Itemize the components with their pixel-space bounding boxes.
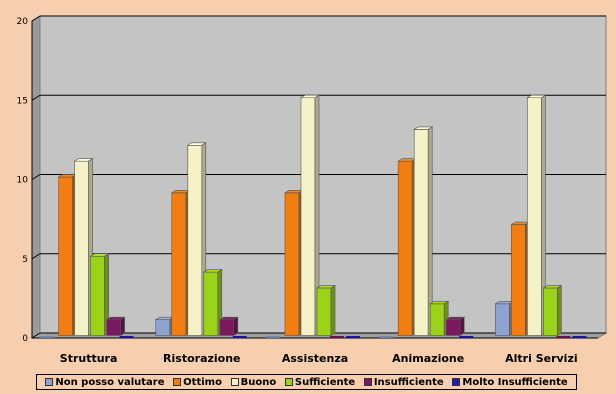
legend-item: Buono (230, 376, 277, 388)
gridline-side (31, 15, 41, 22)
x-tick-label: Assistenza (282, 352, 348, 365)
gridline-side (31, 174, 41, 180)
legend-swatch (230, 378, 239, 386)
legend-item: Ottimo (173, 377, 222, 388)
y-tick-label: 20 (17, 17, 29, 27)
bar-side-2-3 (330, 284, 336, 337)
bar-2-1 (284, 192, 300, 336)
bar-1-2 (187, 145, 203, 336)
x-tick-label: Struttura (60, 352, 118, 365)
bar-0-1 (58, 176, 73, 336)
bar-2-2 (300, 97, 316, 336)
bar-3-4 (445, 319, 461, 336)
bar-side-0-4 (120, 316, 125, 337)
legend-label: Sufficiente (294, 376, 356, 388)
bar-1-5 (232, 336, 247, 338)
y-tick-label: 5 (22, 255, 28, 265)
bar-0-2 (74, 160, 89, 336)
bar-3-2 (413, 129, 429, 336)
bar-1-4 (219, 319, 235, 336)
legend-label: Ottimo (183, 376, 222, 388)
bar-0-3 (90, 255, 105, 336)
bar-4-1 (511, 224, 526, 336)
y-tick-label: 10 (17, 176, 29, 186)
bar-4-3 (543, 287, 558, 336)
bar-2-3 (316, 287, 332, 336)
legend-item: Sufficiente (284, 376, 356, 388)
bar-3-5 (459, 336, 474, 338)
legend-swatch (45, 378, 54, 386)
bar-4-5 (572, 336, 587, 338)
legend-swatch (452, 378, 461, 386)
x-tick-label: Ristorazione (163, 352, 240, 365)
legend-label: Molto Insufficiente (462, 376, 568, 388)
gridline-side (31, 94, 41, 101)
bar-2-5 (346, 336, 360, 338)
bar-1-3 (203, 271, 219, 336)
legend-label: Non posso valutare (55, 376, 165, 388)
x-tick-label: Animazione (392, 352, 464, 365)
bar-side-3-4 (459, 316, 465, 337)
legend-item: Non posso valutare (45, 376, 165, 388)
bar-1-0 (155, 319, 171, 336)
legend-swatch (173, 378, 182, 386)
legend-item: Insufficiente (363, 376, 444, 388)
gridline-side (31, 253, 41, 260)
y-tick-label: 0 (22, 334, 28, 344)
legend: Non posso valutare Ottimo Buono Sufficiente… (36, 374, 577, 390)
bar-3-1 (397, 160, 413, 336)
bar-0-4 (106, 319, 121, 336)
y-tick-label: 15 (17, 96, 28, 106)
legend-swatch (363, 378, 372, 386)
bar-2-4 (330, 336, 344, 338)
legend-swatch (284, 378, 293, 386)
bar-4-4 (556, 336, 571, 338)
bar-4-0 (495, 303, 510, 336)
bar-2-0 (266, 336, 280, 338)
bar-1-1 (171, 192, 187, 336)
bar-3-0 (379, 336, 394, 338)
bar-3-3 (429, 303, 445, 336)
bar-side-1-4 (233, 316, 239, 337)
x-tick-label: Altri Servizi (505, 352, 578, 365)
legend-label: Insufficiente (373, 376, 444, 388)
bar-4-2 (527, 97, 542, 336)
legend-item: Molto Insufficiente (452, 376, 568, 388)
bar-side-4-3 (557, 284, 562, 337)
gridline-side (31, 332, 41, 339)
bar-0-0 (39, 336, 54, 338)
bar-0-5 (119, 336, 134, 338)
legend-label: Buono (240, 376, 277, 388)
